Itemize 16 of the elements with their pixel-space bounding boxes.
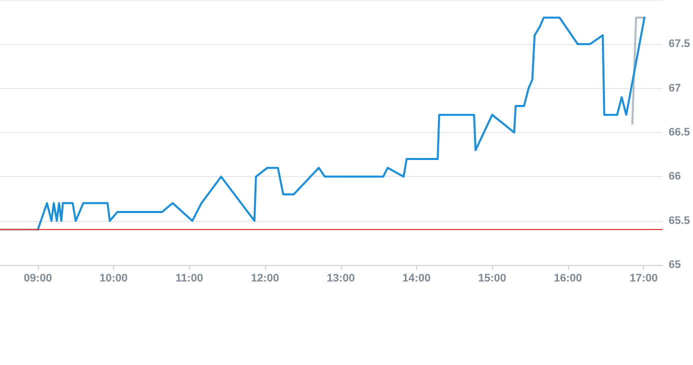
x-tick-label: 13:00 <box>326 272 355 284</box>
y-tick-label: 67 <box>668 82 681 94</box>
y-tick-label: 66.5 <box>668 126 690 138</box>
y-tick-label: 67.5 <box>668 38 690 50</box>
x-tick-label: 17:00 <box>630 272 658 284</box>
x-tick-label: 15:00 <box>478 272 506 284</box>
x-tick-label: 12:00 <box>250 272 280 284</box>
x-tick-label: 16:00 <box>554 272 582 284</box>
x-tick-label: 14:00 <box>402 272 431 284</box>
y-tick-label: 65 <box>668 259 681 271</box>
x-tick-label: 09:00 <box>24 272 52 284</box>
x-tick-label: 10:00 <box>100 272 128 284</box>
y-tick-label: 65.5 <box>668 214 690 227</box>
x-tick-label: 11:00 <box>176 272 204 284</box>
y-tick-label: 66 <box>668 170 681 183</box>
line-series <box>36 16 646 231</box>
